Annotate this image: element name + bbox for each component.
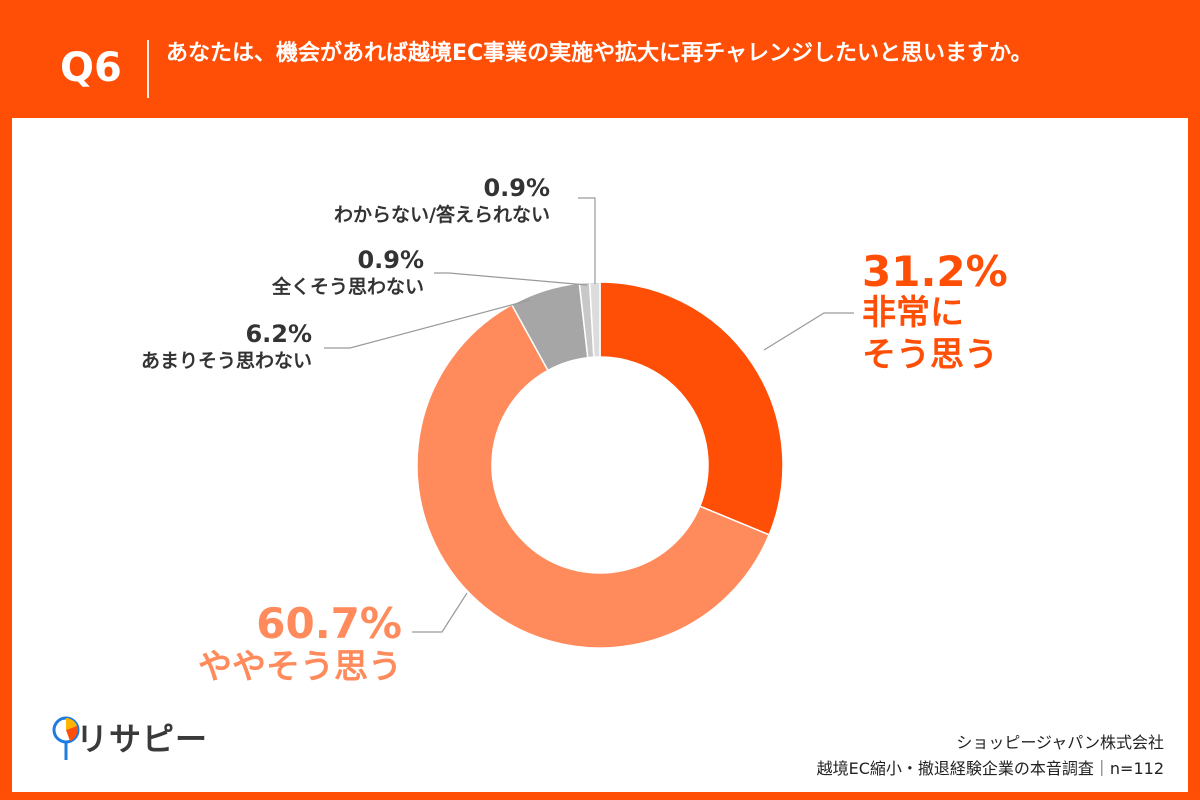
leader-line-3: [434, 272, 588, 286]
source-note: ショッピージャパン株式会社 越境EC縮小・撤退経験企業の本音調査｜n=112: [817, 730, 1164, 782]
question-number: Q6: [60, 45, 122, 91]
leader-line-4: [578, 197, 596, 284]
chart-panel: 31.2% 非常に そう思う 60.7% ややそう思う 6.2% あまりそう思わない 0.9%…: [12, 118, 1188, 792]
category-label-0-1: そう思う: [862, 335, 998, 375]
donut-slice-0: [599, 281, 784, 536]
header-divider: [147, 40, 149, 98]
value-label-2: 6.2%: [245, 320, 312, 348]
donut-slice-1: [416, 303, 771, 649]
lollipop-pie-icon: [52, 716, 80, 760]
value-label-0: 31.2%: [862, 247, 1008, 296]
logo-text: リサピー: [76, 720, 209, 758]
leader-line-0: [763, 312, 854, 351]
value-label-1: 60.7%: [256, 599, 402, 648]
value-label-3: 0.9%: [357, 246, 424, 274]
leader-line-2: [324, 299, 531, 349]
question-text: あなたは、機会があれば越境EC事業の実施や拡大に再チャレンジしたいと思いますか。: [166, 41, 1033, 66]
category-label-3-0: 全くそう思わない: [271, 275, 424, 298]
category-label-0-0: 非常に: [862, 293, 964, 333]
header: Q6 あなたは、機会があれば越境EC事業の実施や拡大に再チャレンジしたいと思いま…: [0, 0, 1200, 118]
source-company: ショッピージャパン株式会社: [956, 733, 1164, 752]
donut-slice-4: [588, 281, 601, 358]
category-label-1-0: ややそう思う: [198, 647, 402, 687]
leader-line-1: [412, 592, 468, 633]
source-survey: 越境EC縮小・撤退経験企業の本音調査｜n=112: [816, 759, 1164, 778]
category-label-2-0: あまりそう思わない: [141, 350, 312, 372]
category-label-4-0: わからない/答えられない: [334, 203, 550, 226]
value-label-4: 0.9%: [483, 174, 550, 202]
